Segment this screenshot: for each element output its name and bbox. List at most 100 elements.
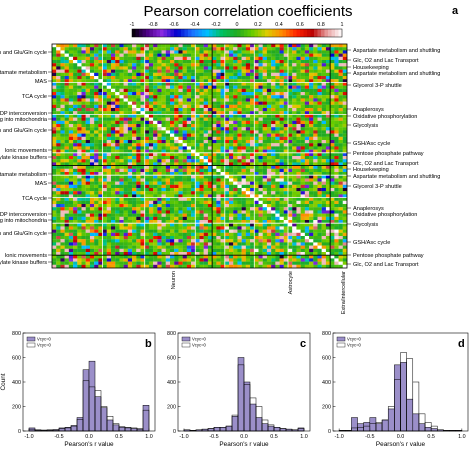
heatmap-cell xyxy=(98,207,103,211)
heatmap-cell xyxy=(127,124,133,128)
heatmap-cell xyxy=(132,82,137,86)
heatmap-cell xyxy=(89,229,95,233)
heatmap-cell xyxy=(250,216,255,221)
heatmap-cell xyxy=(342,47,348,51)
heatmap-cell xyxy=(224,111,230,115)
heatmap-cell xyxy=(56,210,61,214)
heatmap-cell xyxy=(111,92,116,96)
heatmap-cell xyxy=(199,130,204,134)
heatmap-cell xyxy=(161,98,166,102)
heatmap-cell xyxy=(127,226,133,230)
heatmap-cell xyxy=(283,248,289,253)
heatmap-cell xyxy=(89,248,95,253)
heatmap-cell xyxy=(165,79,171,83)
heatmap-cell xyxy=(178,236,183,240)
heatmap-cell xyxy=(148,79,154,83)
heatmap-cell xyxy=(81,108,86,112)
heatmap-cell xyxy=(136,133,141,137)
heatmap-cell xyxy=(199,181,204,185)
heatmap-cell xyxy=(271,159,276,163)
heatmap-cell xyxy=(174,136,179,141)
heatmap-cell xyxy=(262,92,268,96)
heatmap-cell xyxy=(77,165,82,169)
heatmap-cell xyxy=(220,188,225,192)
heatmap-cell xyxy=(330,117,335,121)
heatmap-cell xyxy=(127,223,133,227)
heatmap-cell xyxy=(241,229,246,233)
heatmap-cell xyxy=(182,53,187,57)
heatmap-cell xyxy=(292,98,297,102)
heatmap-cell xyxy=(89,210,95,214)
heatmap-cell xyxy=(325,92,331,96)
heatmap-cell xyxy=(271,60,276,64)
heatmap-cell xyxy=(174,232,179,237)
heatmap-cell xyxy=(250,117,255,121)
heatmap-cell xyxy=(81,175,86,179)
heatmap-cell xyxy=(216,188,221,192)
heatmap-cell xyxy=(342,92,348,96)
heatmap-cell xyxy=(224,76,230,80)
heatmap-cell xyxy=(64,261,69,265)
heatmap-cell xyxy=(309,162,314,166)
heatmap-cell xyxy=(275,88,280,93)
heatmap-cell xyxy=(325,258,331,262)
heatmap-cell xyxy=(144,63,150,67)
heatmap-cell xyxy=(98,88,103,93)
heatmap-cell xyxy=(106,124,112,128)
heatmap-cell xyxy=(148,76,154,80)
heatmap-cell xyxy=(140,232,145,237)
heatmap-cell xyxy=(77,245,82,249)
heatmap-cell xyxy=(199,133,204,137)
heatmap-cell xyxy=(157,76,162,80)
heatmap-cell xyxy=(60,63,65,67)
heatmap-cell xyxy=(216,162,221,166)
figure-title: Pearson correlation coefficients xyxy=(143,3,352,20)
heatmap-cell xyxy=(330,162,335,166)
heatmap-cell xyxy=(106,146,112,150)
heatmap-cell xyxy=(123,264,128,269)
heatmap-cell xyxy=(115,175,120,179)
heatmap-cell xyxy=(73,165,78,169)
heatmap-cell xyxy=(165,88,171,93)
heatmap-cell xyxy=(106,127,112,131)
heatmap-cell xyxy=(283,210,289,214)
heatmap-cell xyxy=(313,76,318,80)
heatmap-cell xyxy=(186,168,192,173)
heatmap-cell xyxy=(342,261,348,265)
heatmap-cell xyxy=(279,229,284,233)
heatmap-cell xyxy=(81,117,86,121)
heatmap-cell xyxy=(300,63,305,67)
heatmap-cell xyxy=(115,69,120,73)
heatmap-cell xyxy=(300,191,305,195)
heatmap-cell xyxy=(144,146,150,150)
heatmap-cell xyxy=(216,152,221,157)
heatmap-cell xyxy=(258,226,263,230)
heatmap-cell xyxy=(182,255,187,259)
heatmap-cell xyxy=(207,197,213,201)
heatmap-cell xyxy=(132,136,137,141)
heatmap-cell xyxy=(241,184,246,189)
heatmap-cell xyxy=(106,226,112,230)
heatmap-cell xyxy=(296,66,301,70)
heatmap-cell xyxy=(60,194,65,198)
heatmap-cell xyxy=(309,210,314,214)
heatmap-cell xyxy=(342,66,348,70)
heatmap-cell xyxy=(325,127,331,131)
heatmap-cell xyxy=(199,88,204,93)
heatmap-cell xyxy=(212,85,217,89)
heatmap-cell xyxy=(229,207,234,211)
heatmap-cell xyxy=(212,120,217,125)
heatmap-cell xyxy=(220,181,225,185)
heatmap-cell xyxy=(292,66,297,70)
heatmap-cell xyxy=(203,191,209,195)
heatmap-cell xyxy=(271,114,276,118)
heatmap-cell xyxy=(279,82,284,86)
heatmap-cell xyxy=(334,56,339,61)
heatmap-cell xyxy=(304,117,310,121)
heatmap-cell xyxy=(275,223,280,227)
heatmap-cell xyxy=(52,172,57,176)
heatmap-cell xyxy=(300,127,305,131)
heatmap-cell xyxy=(52,181,57,185)
heatmap-cell xyxy=(325,98,331,102)
heatmap-cell xyxy=(148,104,154,109)
